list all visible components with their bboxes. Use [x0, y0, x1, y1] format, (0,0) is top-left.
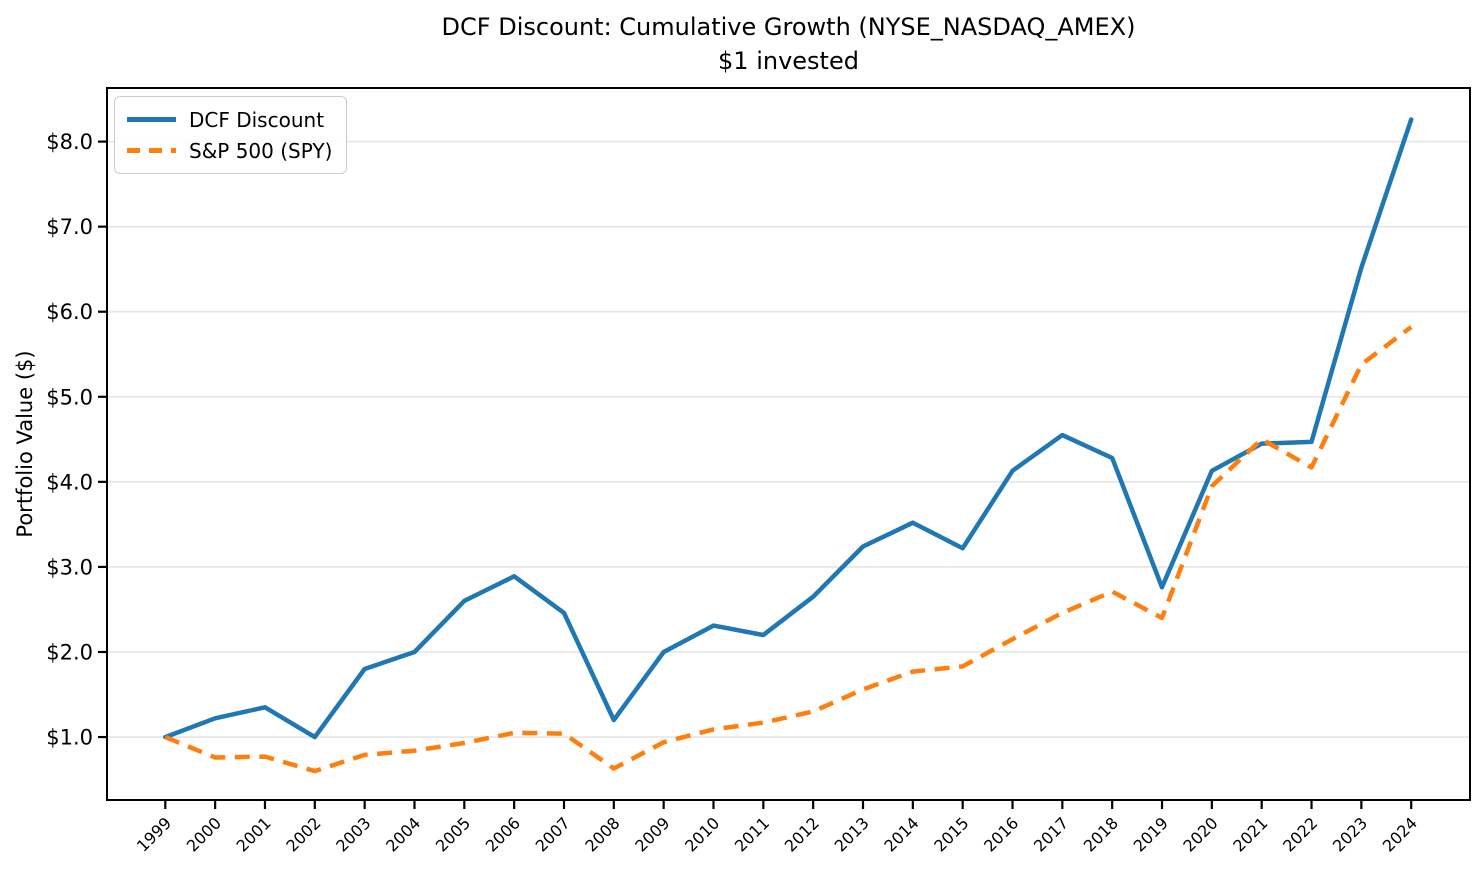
x-tick-label: 2017: [1030, 813, 1072, 855]
x-tick-label: 2014: [880, 813, 922, 855]
x-tick-label: 2004: [382, 813, 424, 855]
x-tick-label: 2024: [1379, 813, 1421, 855]
x-tick-label: 2008: [581, 813, 623, 855]
chart-title: DCF Discount: Cumulative Growth (NYSE_NA…: [441, 13, 1136, 41]
x-tick-label: 2002: [282, 813, 324, 855]
x-tick-label: 2021: [1229, 813, 1271, 855]
y-tick-label: $2.0: [46, 640, 93, 664]
legend-label-dcf: DCF Discount: [189, 107, 325, 132]
y-tick-label: $6.0: [46, 300, 93, 324]
legend: DCF Discount S&P 500 (SPY): [114, 96, 348, 174]
legend-item-dcf: DCF Discount: [127, 104, 332, 135]
x-tick-label: 2010: [681, 813, 723, 855]
y-tick-label: $1.0: [46, 726, 93, 750]
x-tick-label: 2006: [482, 813, 524, 855]
x-tick-label: 2013: [831, 813, 873, 855]
x-tick-label: 2003: [332, 813, 374, 855]
y-tick-label: $7.0: [46, 215, 93, 239]
y-tick-label: $5.0: [46, 385, 93, 409]
x-tick-label: 2018: [1080, 813, 1122, 855]
y-tick-label: $4.0: [46, 470, 93, 494]
x-tick-label: 2012: [781, 813, 823, 855]
x-tick-label: 1999: [133, 813, 175, 855]
chart-subtitle: $1 invested: [718, 47, 859, 75]
x-tick-label: 2007: [532, 813, 574, 855]
spy-dashed-line-sample-icon: [127, 148, 176, 153]
sp500-spy-line: [164, 325, 1413, 774]
axes-frame: [106, 87, 1471, 801]
y-tick-label: $8.0: [46, 130, 93, 154]
legend-item-spy: S&P 500 (SPY): [127, 135, 332, 166]
y-tick-label: $3.0: [46, 555, 93, 579]
legend-label-spy: S&P 500 (SPY): [189, 138, 333, 163]
plot-background: [107, 88, 1470, 800]
dcf-solid-line-sample-icon: [127, 117, 176, 122]
x-tick-label: 2001: [233, 813, 275, 855]
x-tick-label: 2005: [432, 813, 474, 855]
x-tick-label: 2000: [183, 813, 225, 855]
x-tick-label: 2009: [631, 813, 673, 855]
x-tick-label: 2011: [731, 813, 773, 855]
dcf-discount-line: [163, 117, 1414, 740]
x-tick-label: 2019: [1130, 813, 1172, 855]
x-tick-label: 2016: [980, 813, 1022, 855]
x-tick-label: 2020: [1179, 813, 1221, 855]
x-tick-label: 2022: [1279, 813, 1321, 855]
x-tick-label: 2015: [930, 813, 972, 855]
x-tick-label: 2023: [1329, 813, 1371, 855]
